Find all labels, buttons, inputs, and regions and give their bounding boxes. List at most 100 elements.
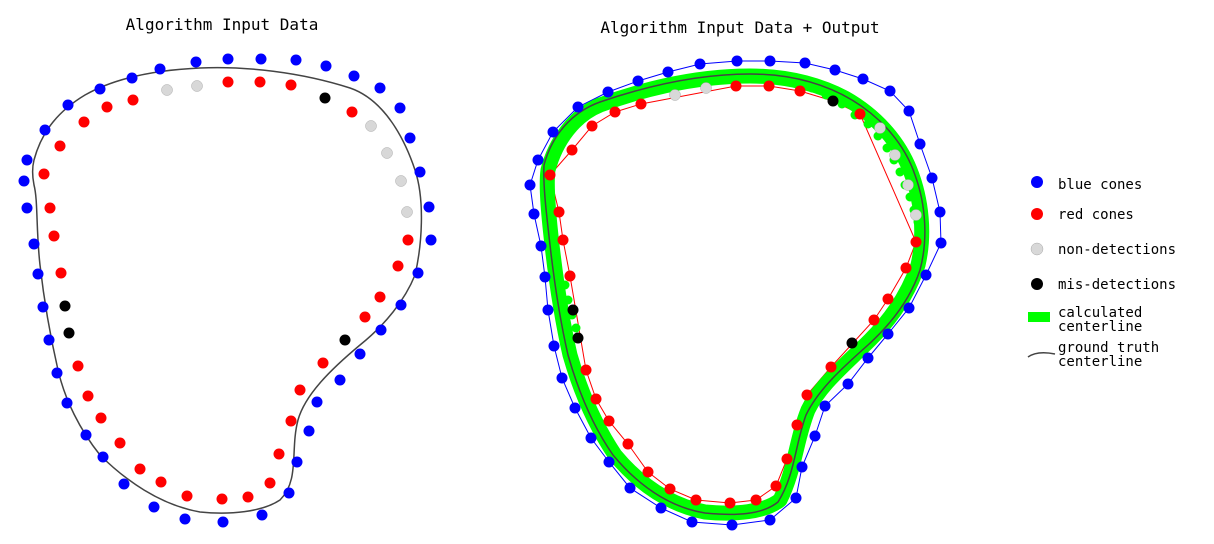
blue-cone [857, 73, 869, 85]
blue-cone [934, 206, 946, 218]
blue-cone [532, 154, 544, 166]
blue-cone [796, 461, 808, 473]
blue-cone [842, 378, 854, 390]
red-cone [586, 120, 598, 132]
red-cone [78, 116, 90, 128]
blue-cone [547, 126, 559, 138]
calculated-centerline-dots [560, 83, 923, 333]
red-cone [557, 234, 569, 246]
legend-blue-marker [1031, 176, 1043, 188]
red-cone [642, 466, 654, 478]
blue-cone [311, 396, 323, 408]
red-cone [216, 493, 228, 505]
calculated-centerline-dot [863, 119, 873, 129]
legend-non-detections-label: non-detections [1058, 242, 1176, 258]
mis-detection-cone [319, 92, 331, 104]
blue-cone [624, 482, 636, 494]
blue-cone [354, 348, 366, 360]
red-cone [402, 234, 414, 246]
blue-cone [51, 367, 63, 379]
blue-cone [935, 237, 947, 249]
calculated-centerline-dot [895, 167, 905, 177]
red-cone [273, 448, 285, 460]
calculated-centerline-dot [807, 83, 817, 93]
blue-cone [374, 82, 386, 94]
blue-cone [920, 269, 932, 281]
red-cone [155, 476, 167, 488]
red-cone [590, 393, 602, 405]
red-cone [900, 262, 912, 274]
non-detection-cone [401, 206, 413, 218]
blue-cone [884, 85, 896, 97]
blue-cone [348, 70, 360, 82]
blue-cone [283, 487, 295, 499]
red-cone [730, 80, 742, 92]
calculated-centerline-dot [563, 295, 573, 305]
red-cone [791, 419, 803, 431]
red-cone [55, 267, 67, 279]
red-cone [564, 270, 576, 282]
red-cone [48, 230, 60, 242]
mis-detection-cone [339, 334, 351, 346]
right-cones [524, 55, 947, 531]
red-cone [392, 260, 404, 272]
blue-cone [882, 328, 894, 340]
left-panel-title: Algorithm Input Data [126, 15, 319, 34]
blue-cone [926, 172, 938, 184]
red-cone [781, 453, 793, 465]
blue-cone [412, 267, 424, 279]
non-detection-cone [395, 175, 407, 187]
red-cone [264, 477, 276, 489]
blue-cone [395, 299, 407, 311]
red-cone [95, 412, 107, 424]
red-cone [794, 85, 806, 97]
red-cone [285, 79, 297, 91]
non-detection-cone [874, 122, 886, 134]
blue-cone [334, 374, 346, 386]
red-cone [690, 494, 702, 506]
blue-cone [303, 425, 315, 437]
blue-cone [548, 340, 560, 352]
right-panel-title: Algorithm Input Data + Output [600, 18, 879, 37]
blue-cone [97, 451, 109, 463]
red-cone [294, 384, 306, 396]
blue-cone [179, 513, 191, 525]
red-cone [724, 497, 736, 509]
blue-cone [28, 238, 40, 250]
blue-cone [819, 400, 831, 412]
red-cone [72, 360, 84, 372]
red-cone [101, 101, 113, 113]
blue-cone [662, 66, 674, 78]
red-cone [134, 463, 146, 475]
blue-cone [862, 352, 874, 364]
legend-calculated-label-2: centerline [1058, 319, 1142, 335]
blue-cone [535, 240, 547, 252]
red-cone [222, 76, 234, 88]
mis-detection-cone [59, 300, 71, 312]
blue-cone [43, 334, 55, 346]
legend-mis-detections-label: mis-detections [1058, 277, 1176, 293]
blue-cone [572, 101, 584, 113]
blue-cone [414, 166, 426, 178]
non-detection-cone [381, 147, 393, 159]
legend-red-label: red cones [1058, 207, 1134, 223]
left-panel [18, 53, 437, 528]
blue-cone [37, 301, 49, 313]
blue-cone [726, 519, 738, 531]
red-cone [114, 437, 126, 449]
blue-cone [290, 54, 302, 66]
legend-ground-truth-marker [1027, 352, 1056, 358]
blue-cone [694, 58, 706, 70]
red-cone [770, 480, 782, 492]
calculated-centerline-dot [571, 323, 581, 333]
blue-cone [539, 271, 551, 283]
red-cone [622, 438, 634, 450]
red-cone [580, 364, 592, 376]
blue-cone [903, 302, 915, 314]
calculated-centerline-dot [882, 143, 892, 153]
non-detection-cone [191, 80, 203, 92]
red-cone [285, 415, 297, 427]
blue-cone [118, 478, 130, 490]
blue-cone [21, 202, 33, 214]
